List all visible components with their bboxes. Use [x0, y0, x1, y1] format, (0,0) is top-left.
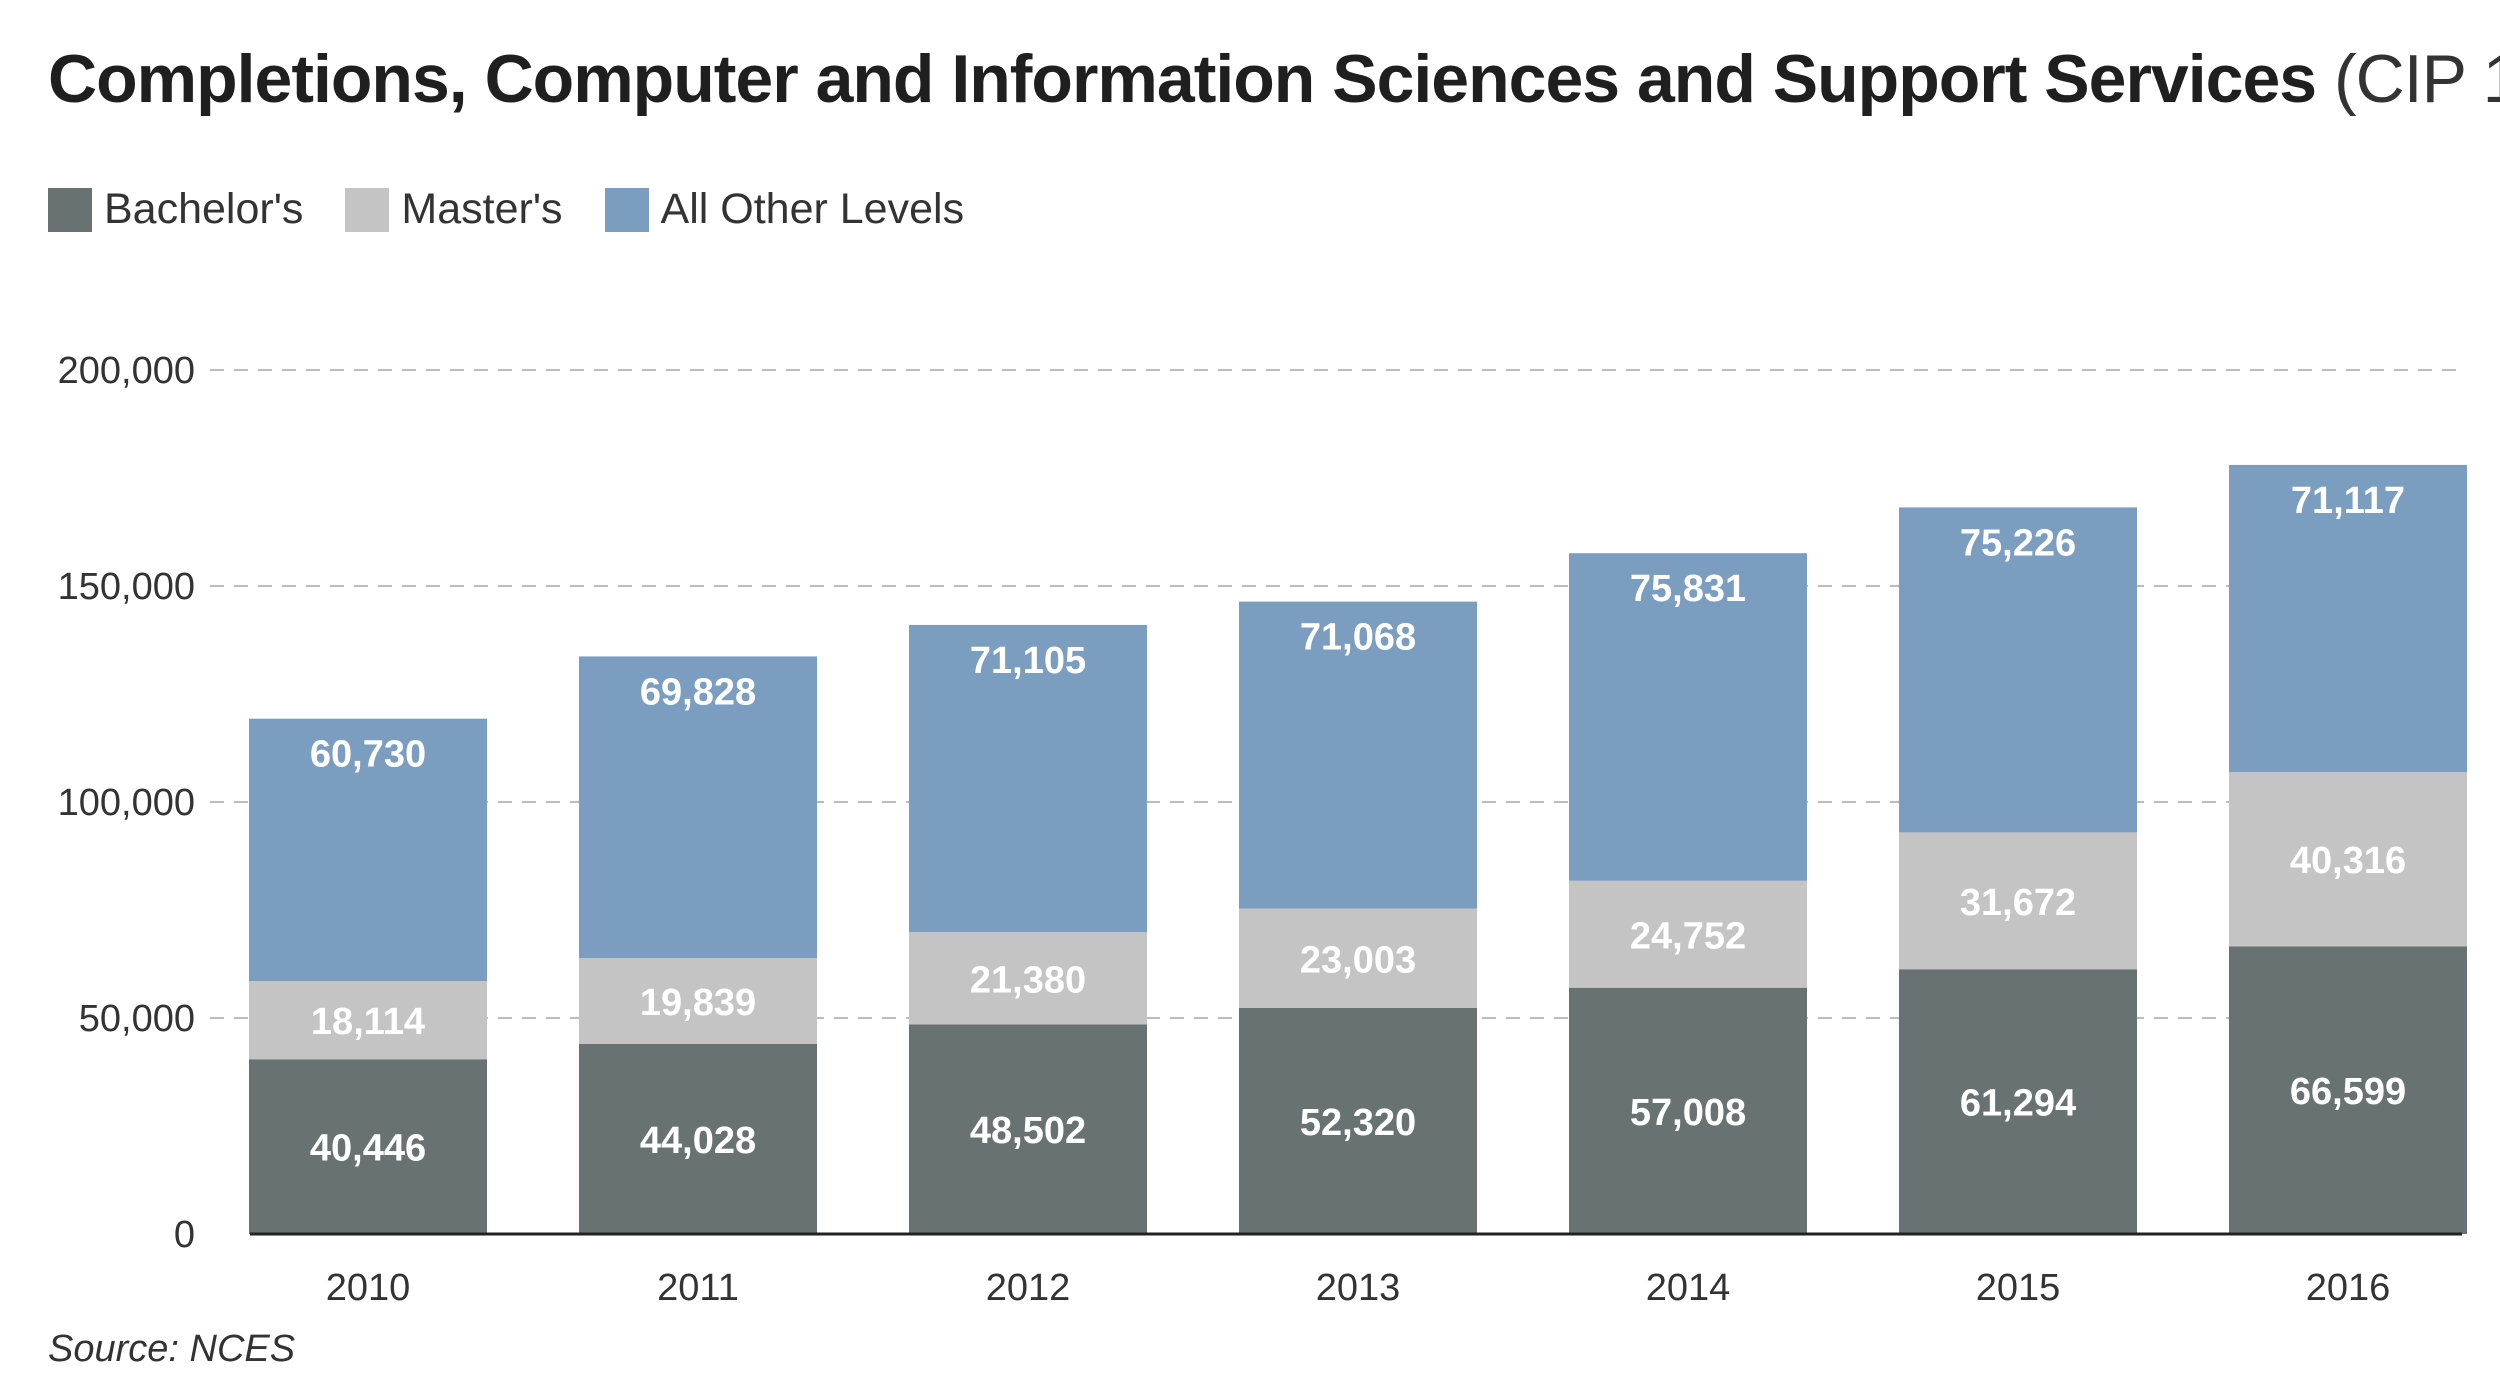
- bar-2014-master-s: [1569, 880, 1807, 988]
- bar-2012-bachelor-s: [909, 1024, 1147, 1234]
- bar-2015-master-s: [1899, 832, 2137, 970]
- bar-label-2015-bachelor-s: 61,294: [1960, 1083, 2076, 1125]
- bar-2016-bachelor-s: [2229, 946, 2467, 1234]
- bar-label-2012-master-s: 21,380: [970, 959, 1086, 1001]
- chart-legend: Bachelor's Master's All Other Levels: [48, 185, 1006, 234]
- x-tick-label-2016: 2016: [2306, 1267, 2391, 1309]
- bar-label-2014-bachelor-s: 57,008: [1630, 1092, 1746, 1134]
- x-tick-label-2013: 2013: [1316, 1267, 1401, 1309]
- bar-label-2016-all-other-levels: 71,117: [2291, 480, 2405, 522]
- legend-item-other-levels: All Other Levels: [604, 185, 965, 234]
- bar-2012-master-s: [909, 932, 1147, 1025]
- y-tick-label-100000: 100,000: [58, 782, 195, 824]
- bar-label-2015-master-s: 31,672: [1960, 882, 2076, 924]
- x-tick-label-2012: 2012: [986, 1267, 1071, 1309]
- bar-2013-master-s: [1239, 908, 1477, 1008]
- bar-2015-bachelor-s: [1899, 969, 2137, 1234]
- bar-2010-bachelor-s: [249, 1059, 487, 1234]
- legend-label-bachelors: Bachelor's: [104, 185, 304, 233]
- bar-2011-all-other-levels: [579, 656, 817, 959]
- bar-label-2010-master-s: 18,114: [311, 1001, 425, 1043]
- x-tick-label-2011: 2011: [657, 1267, 739, 1309]
- bar-2016-master-s: [2229, 772, 2467, 947]
- bar-label-2013-master-s: 23,003: [1300, 939, 1416, 981]
- source-note: Source: NCES: [48, 1328, 296, 1370]
- bar-2013-bachelor-s: [1239, 1007, 1477, 1234]
- y-tick-label-150000: 150,000: [58, 566, 195, 608]
- bar-label-2014-all-other-levels: 75,831: [1630, 568, 1746, 610]
- legend-label-masters: Master's: [401, 185, 563, 233]
- bar-label-2010-all-other-levels: 60,730: [310, 734, 426, 776]
- x-tick-label-2014: 2014: [1646, 1267, 1731, 1309]
- bar-2011-bachelor-s: [579, 1043, 817, 1234]
- bar-2010-all-other-levels: [249, 718, 487, 982]
- bar-label-2016-bachelor-s: 66,599: [2290, 1071, 2406, 1113]
- legend-item-masters: Master's: [345, 185, 563, 234]
- bar-2015-all-other-levels: [1899, 507, 2137, 833]
- bar-2014-bachelor-s: [1569, 987, 1807, 1234]
- bar-2010-master-s: [249, 981, 487, 1060]
- bar-label-2012-bachelor-s: 48,502: [970, 1110, 1086, 1152]
- legend-swatch-bachelors: [48, 187, 92, 232]
- bar-2012-all-other-levels: [909, 624, 1147, 933]
- y-tick-label-200000: 200,000: [58, 350, 195, 392]
- bar-label-2012-all-other-levels: 71,105: [970, 640, 1086, 682]
- bar-2016-all-other-levels: [2229, 464, 2467, 773]
- legend-label-other-levels: All Other Levels: [660, 185, 965, 233]
- bar-label-2011-master-s: 19,839: [640, 982, 756, 1024]
- bar-label-2015-all-other-levels: 75,226: [1960, 522, 2076, 564]
- chart-title-sub: (CIP 11): [2333, 41, 2500, 117]
- bar-2013-all-other-levels: [1239, 601, 1477, 909]
- legend-swatch-other-levels: [604, 187, 649, 232]
- x-tick-label-2015: 2015: [1976, 1267, 2061, 1309]
- chart-title-main: Completions, Computer and Information Sc…: [48, 41, 2317, 117]
- bar-label-2011-bachelor-s: 44,028: [640, 1120, 756, 1162]
- bar-label-2014-master-s: 24,752: [1630, 915, 1746, 957]
- legend-swatch-masters: [345, 187, 390, 232]
- y-tick-label-50000: 50,000: [79, 998, 195, 1040]
- y-tick-label-0: 0: [174, 1214, 195, 1256]
- bar-label-2011-all-other-levels: 69,828: [640, 671, 756, 713]
- chart-title: Completions, Computer and Information Sc…: [48, 40, 2500, 118]
- bar-label-2013-bachelor-s: 52,320: [1300, 1102, 1416, 1144]
- bar-label-2013-all-other-levels: 71,068: [1300, 617, 1416, 659]
- bar-label-2010-bachelor-s: 40,446: [310, 1128, 426, 1170]
- bar-2014-all-other-levels: [1569, 553, 1807, 881]
- x-tick-label-2010: 2010: [326, 1267, 411, 1309]
- legend-item-bachelors: Bachelor's: [48, 185, 303, 234]
- bar-label-2016-master-s: 40,316: [2290, 840, 2406, 882]
- bar-2011-master-s: [579, 958, 817, 1044]
